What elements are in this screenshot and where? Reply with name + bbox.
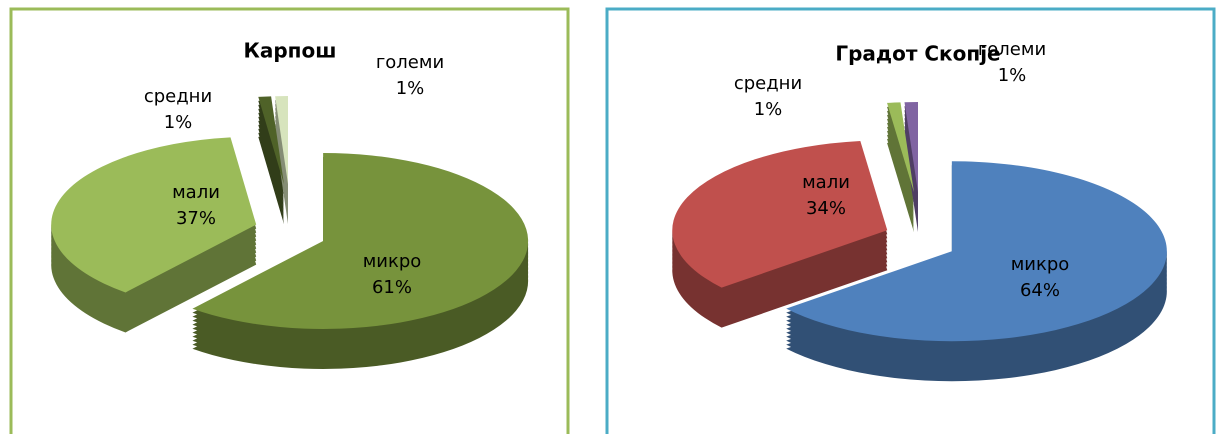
slice-value-label: 1% (396, 78, 425, 99)
chart-frame (9, 7, 570, 434)
chart-frame (605, 7, 1216, 434)
slice-label: мали (802, 172, 850, 193)
slice-label: средни (144, 86, 212, 107)
slice-value-label: 34% (806, 198, 846, 219)
slice (672, 140, 888, 288)
slice-value-label: 61% (372, 277, 412, 298)
slice (904, 102, 918, 193)
slice (51, 137, 257, 293)
slice-value-label: 1% (998, 65, 1027, 86)
slice-value-label: 1% (164, 112, 193, 133)
chart-title: Градот Скопје (835, 42, 1000, 66)
slice-side (258, 100, 284, 225)
slice-label: средни (734, 73, 802, 94)
slice-value-label: 37% (176, 208, 216, 229)
slice-label: микро (1011, 254, 1070, 275)
slice (275, 96, 288, 185)
slice (192, 152, 529, 329)
slice-label: мали (172, 182, 220, 203)
slice-value-label: 64% (1020, 280, 1060, 301)
slice-value-label: 1% (754, 99, 783, 120)
slice (258, 96, 284, 185)
slice-label: микро (363, 251, 422, 272)
slice-label: големи (376, 52, 444, 73)
slice (786, 161, 1167, 342)
chart-title: Карпош (244, 39, 337, 63)
slice (887, 102, 914, 193)
slice-label: големи (978, 39, 1046, 60)
slice-side (887, 106, 914, 233)
